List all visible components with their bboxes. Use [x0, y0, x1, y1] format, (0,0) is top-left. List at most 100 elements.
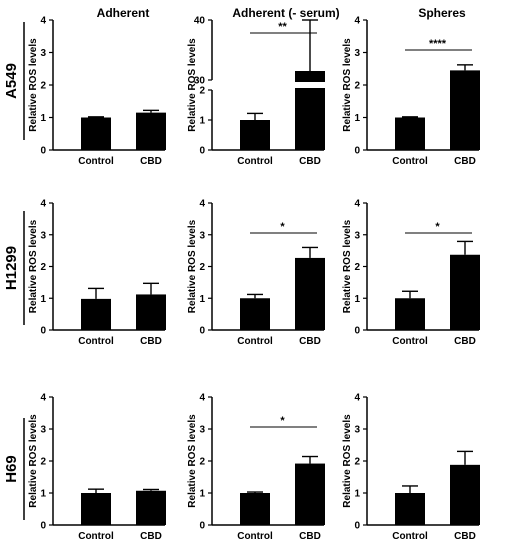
category-label-cbd: CBD — [140, 531, 162, 542]
significance-marker: ** — [278, 21, 287, 33]
axis-break-gap-axis — [210, 81, 214, 89]
bar-cbd — [295, 257, 325, 330]
bar-control — [395, 117, 425, 150]
category-label-cbd: CBD — [454, 336, 476, 347]
y-tick-label: 0 — [40, 521, 46, 532]
y-tick-label: 1 — [199, 294, 205, 305]
category-label-control: Control — [392, 336, 428, 347]
row-label-a549: A549 — [3, 63, 20, 99]
row-labels: A549 H1299 H69 — [3, 22, 25, 520]
y-tick-label: 4 — [199, 199, 205, 210]
y-tick-label: 4 — [199, 393, 205, 404]
y-tick-label: 3 — [354, 230, 360, 241]
y-tick-label: 0 — [199, 521, 205, 532]
y-tick-label: 2 — [199, 457, 205, 468]
bar-cbd — [136, 112, 166, 150]
category-label-cbd: CBD — [299, 156, 321, 167]
category-label-control: Control — [78, 336, 114, 347]
bar-control — [81, 298, 111, 330]
y-tick-label: 3 — [40, 48, 46, 59]
y-tick-label: 4 — [40, 393, 46, 404]
y-tick-label: 2 — [199, 262, 205, 273]
y-tick-label: 3 — [199, 230, 205, 241]
y-tick-label: 0 — [354, 326, 360, 337]
y-tick-label: 0 — [199, 326, 205, 337]
y-axis-title: Relative ROS levels — [28, 414, 39, 508]
category-label-control: Control — [237, 531, 273, 542]
column-titles: Adherent Adherent (- serum) Spheres — [97, 6, 466, 20]
y-tick-label: 4 — [354, 199, 360, 210]
column-title-spheres: Spheres — [418, 6, 466, 20]
y-tick-label: 1 — [354, 294, 360, 305]
y-axis-title: Relative ROS levels — [342, 414, 353, 508]
significance-marker: **** — [429, 38, 447, 50]
y-tick-label: 2 — [354, 81, 360, 92]
y-tick-label: 4 — [40, 199, 46, 210]
category-label-cbd: CBD — [140, 336, 162, 347]
bar-cbd — [136, 490, 166, 525]
y-tick-label: 40 — [194, 16, 206, 27]
bar-control — [240, 493, 270, 525]
y-axis-title: Relative ROS levels — [187, 219, 198, 313]
category-label-control: Control — [392, 531, 428, 542]
y-tick-label: 1 — [354, 113, 360, 124]
category-label-control: Control — [392, 156, 428, 167]
y-tick-label: 2 — [40, 81, 46, 92]
y-tick-label: 30 — [194, 76, 206, 87]
bar-control — [81, 493, 111, 525]
y-axis-title: Relative ROS levels — [28, 219, 39, 313]
bar-control — [81, 117, 111, 150]
bar-cbd — [450, 464, 480, 525]
category-label-control: Control — [78, 156, 114, 167]
category-label-cbd: CBD — [454, 531, 476, 542]
bar-cbd — [450, 70, 480, 150]
y-axis-title: Relative ROS levels — [187, 38, 198, 132]
column-title-adherent-serum: Adherent (- serum) — [232, 6, 339, 20]
y-tick-label: 4 — [354, 16, 360, 27]
panel-a549-adherent-serum: 0 1 230 40 Relative ROS levels Control CBD ** — [187, 16, 326, 167]
y-tick-label: 4 — [40, 16, 46, 27]
category-label-cbd: CBD — [454, 156, 476, 167]
row-label-h1299: H1299 — [3, 246, 20, 290]
axis-break-gap — [294, 82, 326, 88]
y-tick-label: 3 — [40, 425, 46, 436]
category-label-control: Control — [237, 336, 273, 347]
y-tick-label: 3 — [40, 230, 46, 241]
y-tick-label: 3 — [199, 425, 205, 436]
bar-control — [240, 120, 270, 150]
y-axis-title: Relative ROS levels — [187, 414, 198, 508]
y-tick-label: 4 — [354, 393, 360, 404]
y-tick-label: 1 — [40, 294, 46, 305]
y-tick-label: 0 — [354, 521, 360, 532]
y-tick-label: 2 — [354, 262, 360, 273]
y-tick-label: 2 — [40, 457, 46, 468]
y-tick-label: 3 — [354, 48, 360, 59]
bar-cbd — [295, 463, 325, 525]
bar-control — [395, 298, 425, 330]
y-tick-label: 0 — [354, 146, 360, 157]
y-tick-label: 3 — [354, 425, 360, 436]
significance-marker: * — [280, 415, 285, 427]
row-label-h69: H69 — [3, 455, 20, 483]
y-tick-label: 1 — [40, 489, 46, 500]
y-tick-label: 2 — [40, 262, 46, 273]
y-tick-label: 2 — [199, 86, 205, 97]
y-tick-label: 1 — [354, 489, 360, 500]
y-tick-label: 0 — [199, 146, 205, 157]
y-tick-label: 0 — [40, 146, 46, 157]
y-axis-title: Relative ROS levels — [342, 38, 353, 132]
bar-cbd — [450, 254, 480, 330]
category-label-cbd: CBD — [140, 156, 162, 167]
y-tick-label: 0 — [40, 326, 46, 337]
y-tick-label: 2 — [354, 457, 360, 468]
bar-control — [395, 493, 425, 525]
